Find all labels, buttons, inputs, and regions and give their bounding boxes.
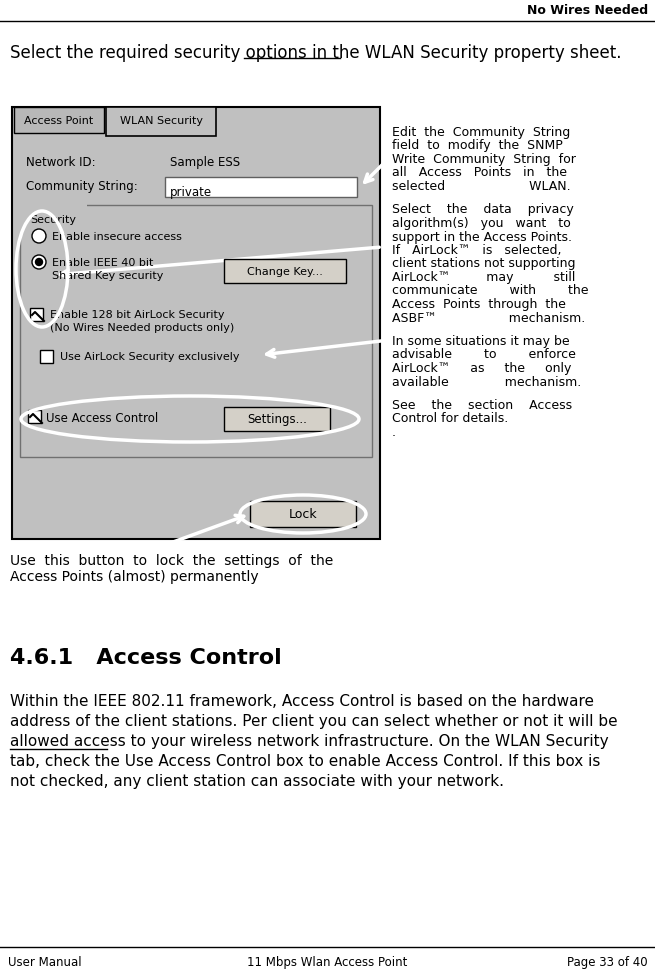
- Text: No Wires Needed: No Wires Needed: [527, 4, 648, 17]
- Text: Access Points (almost) permanently: Access Points (almost) permanently: [10, 570, 259, 583]
- Text: ASBF™                  mechanism.: ASBF™ mechanism.: [392, 311, 586, 325]
- Text: client stations not supporting: client stations not supporting: [392, 257, 576, 270]
- Text: Page 33 of 40: Page 33 of 40: [567, 955, 648, 968]
- Text: Select    the    data    privacy: Select the data privacy: [392, 203, 574, 216]
- Text: Control for details.: Control for details.: [392, 412, 508, 425]
- FancyBboxPatch shape: [40, 351, 53, 363]
- Text: 4.6.1   Access Control: 4.6.1 Access Control: [10, 647, 282, 668]
- Text: User Manual: User Manual: [8, 955, 82, 968]
- Text: Edit  the  Community  String: Edit the Community String: [392, 126, 571, 139]
- FancyBboxPatch shape: [106, 108, 216, 137]
- Text: not checked, any client station can associate with your network.: not checked, any client station can asso…: [10, 773, 504, 788]
- FancyBboxPatch shape: [224, 260, 346, 284]
- Text: Community String:: Community String:: [26, 180, 138, 193]
- Text: advisable        to        enforce: advisable to enforce: [392, 348, 576, 361]
- Text: Write  Community  String  for: Write Community String for: [392, 153, 576, 166]
- FancyBboxPatch shape: [14, 108, 104, 134]
- FancyBboxPatch shape: [20, 205, 372, 457]
- Circle shape: [32, 230, 46, 244]
- Text: address of the client stations. Per client you can select whether or not it will: address of the client stations. Per clie…: [10, 713, 618, 729]
- Text: allowed access to your wireless network infrastructure. On the WLAN Security: allowed access to your wireless network …: [10, 734, 608, 748]
- Text: Within the IEEE 802.11 framework, Access Control is based on the hardware: Within the IEEE 802.11 framework, Access…: [10, 693, 594, 708]
- Text: WLAN Security: WLAN Security: [119, 116, 202, 126]
- Text: In some situations it may be: In some situations it may be: [392, 334, 570, 348]
- Text: Access Point: Access Point: [24, 116, 94, 126]
- Text: Network ID:: Network ID:: [26, 156, 96, 169]
- Text: Sample ESS: Sample ESS: [170, 156, 240, 169]
- Text: Use  this  button  to  lock  the  settings  of  the: Use this button to lock the settings of …: [10, 553, 333, 568]
- Text: selected                     WLAN.: selected WLAN.: [392, 180, 571, 193]
- Text: Access  Points  through  the: Access Points through the: [392, 297, 566, 311]
- FancyBboxPatch shape: [28, 411, 41, 423]
- Text: See    the    section    Access: See the section Access: [392, 398, 572, 412]
- Text: Use AirLock Security exclusively: Use AirLock Security exclusively: [60, 352, 240, 361]
- Text: Enable insecure access: Enable insecure access: [52, 232, 182, 241]
- Text: Enable IEEE 40 bit: Enable IEEE 40 bit: [52, 258, 153, 267]
- Text: Security: Security: [30, 215, 76, 225]
- FancyBboxPatch shape: [30, 309, 43, 322]
- Text: Select the required security options in the WLAN Security property sheet.: Select the required security options in …: [10, 44, 622, 62]
- Text: 11 Mbps Wlan Access Point: 11 Mbps Wlan Access Point: [247, 955, 407, 968]
- FancyBboxPatch shape: [224, 408, 330, 431]
- Text: tab, check the Use Access Control box to enable Access Control. If this box is: tab, check the Use Access Control box to…: [10, 753, 601, 768]
- Text: Lock: Lock: [289, 508, 317, 521]
- FancyBboxPatch shape: [165, 178, 357, 198]
- Text: AirLock™         may          still: AirLock™ may still: [392, 270, 575, 284]
- Text: communicate        with        the: communicate with the: [392, 284, 588, 297]
- Text: field  to  modify  the  SNMP: field to modify the SNMP: [392, 140, 563, 152]
- Text: (No Wires Needed products only): (No Wires Needed products only): [50, 323, 234, 332]
- Text: Change Key...: Change Key...: [247, 266, 323, 277]
- Text: private: private: [170, 186, 212, 199]
- Text: algorithm(s)   you   want   to: algorithm(s) you want to: [392, 217, 571, 230]
- Text: support in the Access Points.: support in the Access Points.: [392, 231, 572, 243]
- Text: Shared Key security: Shared Key security: [52, 270, 163, 281]
- Text: Settings...: Settings...: [247, 413, 307, 426]
- Circle shape: [35, 260, 43, 266]
- FancyBboxPatch shape: [250, 502, 356, 527]
- Text: all   Access   Points   in   the: all Access Points in the: [392, 167, 567, 179]
- Text: AirLock™     as     the     only: AirLock™ as the only: [392, 361, 571, 375]
- FancyBboxPatch shape: [12, 108, 380, 540]
- Text: If   AirLock™   is   selected,: If AirLock™ is selected,: [392, 244, 561, 257]
- Text: available              mechanism.: available mechanism.: [392, 375, 581, 389]
- Text: Enable 128 bit AirLock Security: Enable 128 bit AirLock Security: [50, 310, 225, 320]
- Text: .: .: [392, 425, 396, 439]
- Circle shape: [32, 256, 46, 269]
- Text: Use Access Control: Use Access Control: [46, 412, 159, 424]
